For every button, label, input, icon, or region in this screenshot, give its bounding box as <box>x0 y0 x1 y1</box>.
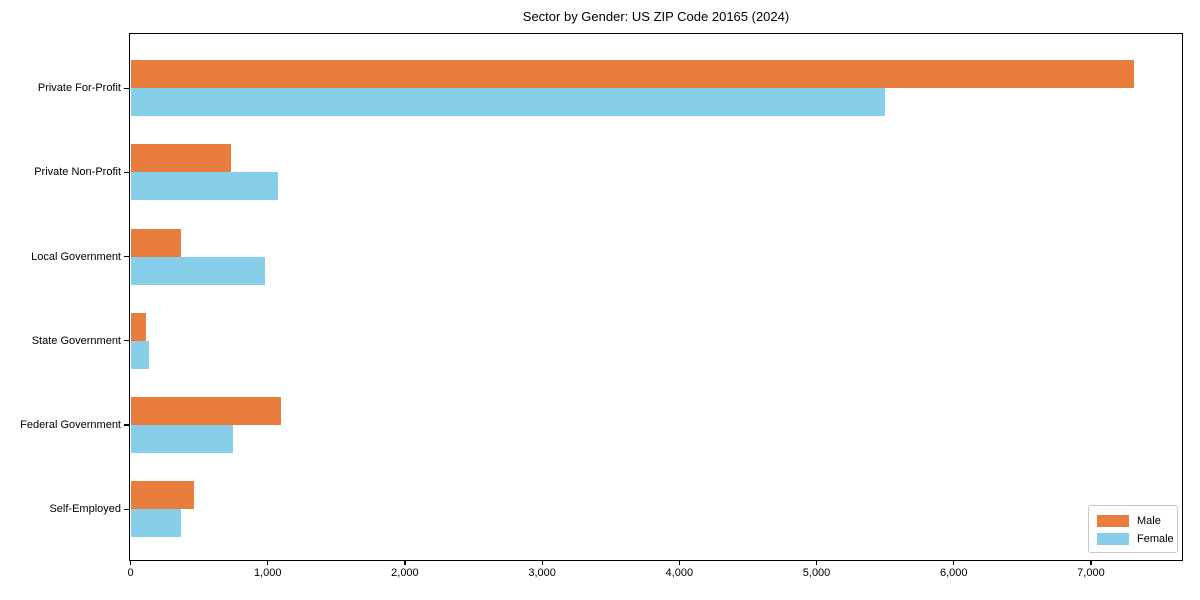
bar-male-5 <box>130 481 195 510</box>
x-tick-label: 5,000 <box>802 566 831 579</box>
female-swatch-icon <box>1097 533 1129 545</box>
bar-male-4 <box>130 396 282 425</box>
legend-label-female: Female <box>1137 533 1174 545</box>
bar-male-0 <box>130 60 1135 89</box>
x-tick-mark <box>953 559 955 565</box>
bar-female-1 <box>130 172 278 201</box>
y-tick-label: State Government <box>31 334 121 347</box>
x-tick-label: 7,000 <box>1077 566 1105 579</box>
x-tick-label: 3,000 <box>528 566 556 579</box>
x-tick-label: 2,000 <box>391 566 419 579</box>
y-tick-mark <box>124 256 129 258</box>
bar-female-4 <box>130 424 233 453</box>
legend-label-male: Male <box>1137 515 1161 527</box>
y-tick-mark <box>124 340 129 342</box>
chart-title: Sector by Gender: US ZIP Code 20165 (202… <box>522 9 790 24</box>
x-tick-label: 0 <box>127 566 134 579</box>
bar-male-2 <box>130 228 182 257</box>
male-swatch-icon <box>1097 515 1129 527</box>
y-tick-label: Federal Government <box>20 418 121 431</box>
x-tick-mark <box>816 559 818 565</box>
y-tick-label: Self-Employed <box>49 503 121 516</box>
legend-item-male: Male <box>1097 513 1169 529</box>
legend: Male Female <box>1088 505 1178 553</box>
y-tick-mark <box>124 171 129 173</box>
bar-female-2 <box>130 256 265 285</box>
bar-male-3 <box>130 312 147 341</box>
bar-female-0 <box>130 88 886 117</box>
plot-area <box>129 33 1183 561</box>
bar-female-3 <box>130 340 150 369</box>
y-tick-label: Private Non-Profit <box>34 166 121 179</box>
x-tick-mark <box>267 559 269 565</box>
x-tick-mark <box>404 559 406 565</box>
x-tick-mark <box>1090 559 1092 565</box>
x-tick-mark <box>130 559 132 565</box>
y-tick-label: Local Government <box>31 250 121 263</box>
x-tick-mark <box>678 559 680 565</box>
bar-female-5 <box>130 509 181 538</box>
y-tick-mark <box>124 508 129 510</box>
x-tick-label: 4,000 <box>665 566 694 579</box>
y-tick-mark <box>124 87 129 89</box>
x-tick-label: 1,000 <box>253 566 282 579</box>
x-tick-mark <box>541 559 543 565</box>
legend-item-female: Female <box>1097 531 1174 547</box>
y-tick-mark <box>124 424 129 426</box>
bar-male-1 <box>130 144 231 173</box>
x-tick-label: 6,000 <box>939 566 968 579</box>
y-tick-label: Private For-Profit <box>37 82 121 95</box>
